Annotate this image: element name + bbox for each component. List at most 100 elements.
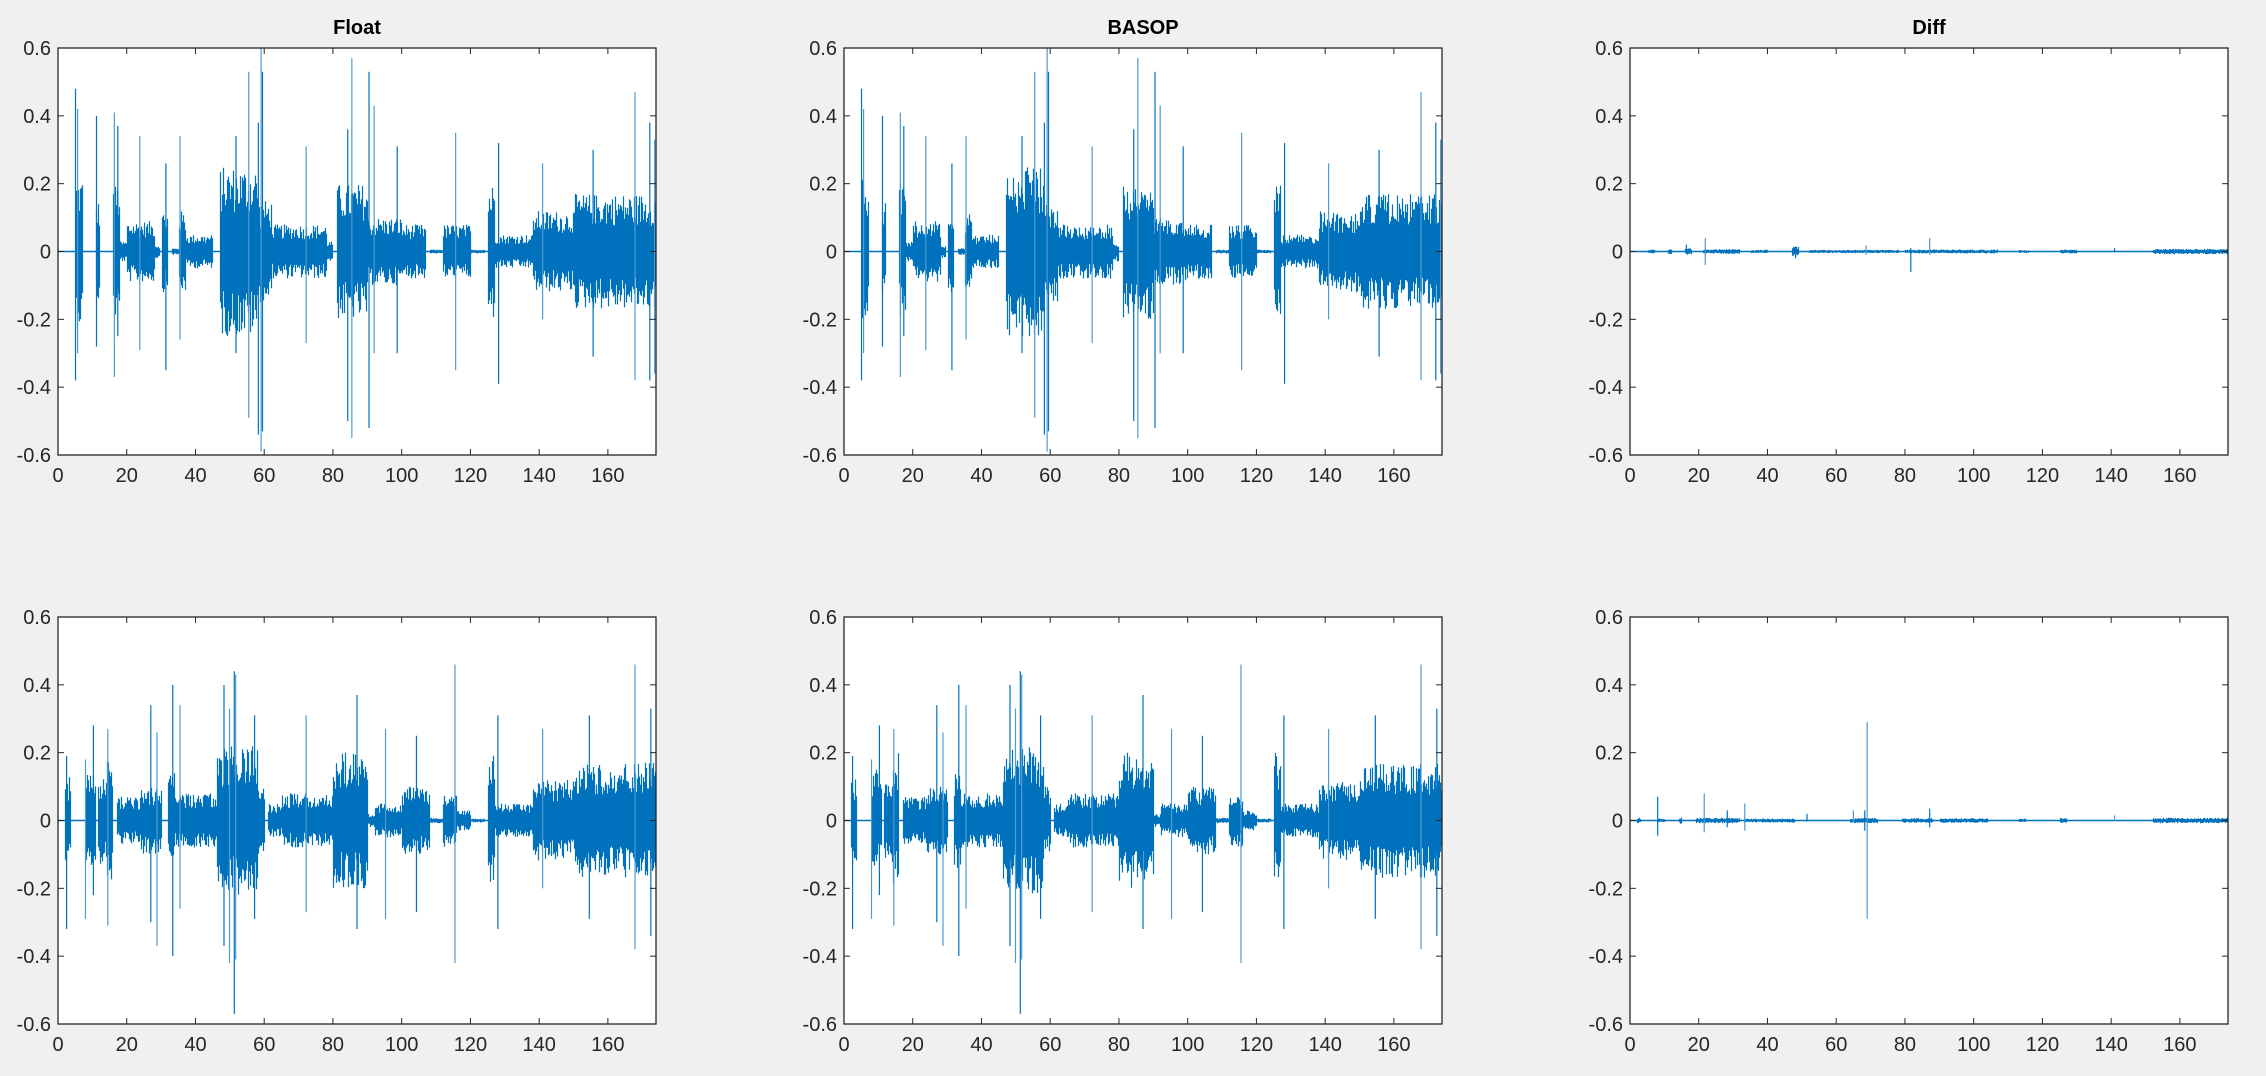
x-tick-label: 20 — [1688, 1034, 1710, 1056]
subplot-5: 0 20 40 60 80 100 120 140 160 0.6 0.4 0.2 0 -0.2 -0.4 -… — [803, 607, 1443, 1056]
x-tick-label: 140 — [2094, 1034, 2127, 1056]
x-tick-label: 80 — [1108, 1034, 1130, 1056]
x-tick-label: 0 — [838, 1034, 849, 1056]
y-tick-label: 0.4 — [23, 675, 51, 697]
x-tick-label: 20 — [116, 1034, 138, 1056]
x-tick-label: 80 — [1894, 465, 1916, 487]
y-tick-label: 0 — [1612, 242, 1623, 264]
x-tick-label: 60 — [1039, 465, 1061, 487]
x-tick-label: 60 — [253, 465, 275, 487]
y-tick-label: 0.6 — [1595, 607, 1623, 629]
y-tick-label: 0.2 — [809, 743, 837, 765]
y-tick-label: -0.6 — [1589, 445, 1623, 467]
x-tick-label: 100 — [1171, 1034, 1204, 1056]
waveform-envelope — [850, 747, 1443, 894]
y-tick-label: 0.4 — [23, 106, 51, 128]
chart-title: BASOP — [1107, 17, 1178, 39]
x-tick-label: 80 — [322, 1034, 344, 1056]
x-tick-label: 60 — [1825, 1034, 1847, 1056]
y-tick-label: 0.4 — [1595, 675, 1623, 697]
y-tick-label: -0.2 — [803, 878, 837, 900]
y-tick-label: -0.4 — [803, 377, 837, 399]
y-tick-label: 0.4 — [1595, 106, 1623, 128]
waveform-envelope — [1647, 246, 2229, 256]
x-tick-label: 120 — [2026, 1034, 2059, 1056]
y-tick-label: 0.2 — [23, 743, 51, 765]
y-tick-label: 0 — [826, 242, 837, 264]
y-tick-label: -0.4 — [1589, 946, 1623, 968]
y-tick-label: 0.2 — [23, 174, 51, 196]
y-tick-label: 0 — [40, 811, 51, 833]
x-tick-label: 120 — [454, 1034, 487, 1056]
y-tick-label: -0.4 — [17, 946, 51, 968]
y-tick-label: 0.6 — [1595, 38, 1623, 60]
y-tick-label: -0.6 — [17, 1014, 51, 1036]
x-tick-label: 120 — [1240, 1034, 1273, 1056]
y-tick-label: 0.6 — [809, 38, 837, 60]
y-tick-label: -0.6 — [1589, 1014, 1623, 1036]
x-tick-label: 40 — [184, 465, 206, 487]
waveform-envelope — [64, 746, 657, 895]
y-tick-label: -0.2 — [1589, 878, 1623, 900]
x-tick-label: 60 — [1825, 465, 1847, 487]
x-tick-label: 20 — [1688, 465, 1710, 487]
x-tick-label: 100 — [385, 465, 418, 487]
waveform-envelope — [1636, 817, 2229, 824]
x-tick-label: 100 — [1957, 465, 1990, 487]
y-tick-label: 0 — [40, 242, 51, 264]
x-tick-label: 100 — [1171, 465, 1204, 487]
chart-title: Diff — [1912, 17, 1946, 39]
x-tick-label: 40 — [970, 1034, 992, 1056]
x-tick-label: 80 — [1894, 1034, 1916, 1056]
y-tick-label: 0.2 — [1595, 743, 1623, 765]
subplot-2: 0 20 40 60 80 100 120 140 160 0.6 0.4 0.2 0 -0.2 -0.4 -… — [803, 17, 1443, 487]
x-tick-label: 120 — [1240, 465, 1273, 487]
y-tick-label: -0.4 — [17, 377, 51, 399]
y-tick-label: -0.2 — [803, 309, 837, 331]
x-tick-label: 160 — [2163, 465, 2196, 487]
y-tick-label: -0.2 — [1589, 309, 1623, 331]
subplot-6: 0 20 40 60 80 100 120 140 160 0.6 0.4 0.2 0 -0.2 -0.4 -… — [1589, 607, 2229, 1056]
y-tick-label: -0.6 — [803, 1014, 837, 1036]
y-tick-label: 0.2 — [1595, 174, 1623, 196]
x-tick-label: 0 — [52, 1034, 63, 1056]
subplot-1: 0 20 40 60 80 100 120 140 160 0.6 0.4 0.2 0 -0.2 -0.4 -… — [17, 17, 657, 487]
x-tick-label: 0 — [52, 465, 63, 487]
x-tick-label: 140 — [522, 1034, 555, 1056]
x-tick-label: 0 — [838, 465, 849, 487]
y-tick-label: -0.6 — [17, 445, 51, 467]
x-tick-label: 120 — [2026, 465, 2059, 487]
x-tick-label: 140 — [2094, 465, 2127, 487]
waveform-envelope — [75, 167, 657, 336]
subplot-3: 0 20 40 60 80 100 120 140 160 0.6 0.4 0.2 0 -0.2 -0.4 -… — [1589, 17, 2229, 487]
y-tick-label: -0.6 — [803, 445, 837, 467]
waveform-envelope — [861, 167, 1443, 337]
y-tick-label: 0 — [826, 811, 837, 833]
y-tick-label: 0.4 — [809, 675, 837, 697]
x-tick-label: 120 — [454, 465, 487, 487]
y-tick-label: 0.4 — [809, 106, 837, 128]
subplot-4: 0 20 40 60 80 100 120 140 160 0.6 0.4 0.2 0 -0.2 -0.4 -… — [17, 607, 657, 1056]
y-tick-label: -0.2 — [17, 309, 51, 331]
x-tick-label: 100 — [1957, 1034, 1990, 1056]
y-tick-label: -0.2 — [17, 878, 51, 900]
x-tick-label: 80 — [322, 465, 344, 487]
x-tick-label: 0 — [1624, 465, 1635, 487]
y-tick-label: 0.6 — [23, 607, 51, 629]
x-tick-label: 20 — [116, 465, 138, 487]
x-tick-label: 100 — [385, 1034, 418, 1056]
x-tick-label: 160 — [591, 1034, 624, 1056]
x-tick-label: 160 — [591, 465, 624, 487]
x-tick-label: 60 — [1039, 1034, 1061, 1056]
x-tick-label: 20 — [902, 465, 924, 487]
x-tick-label: 160 — [1377, 1034, 1410, 1056]
x-tick-label: 0 — [1624, 1034, 1635, 1056]
x-tick-label: 140 — [1308, 1034, 1341, 1056]
x-tick-label: 40 — [970, 465, 992, 487]
y-tick-label: 0 — [1612, 811, 1623, 833]
x-tick-label: 160 — [2163, 1034, 2196, 1056]
y-tick-label: 0.6 — [23, 38, 51, 60]
y-tick-label: 0.6 — [809, 607, 837, 629]
y-tick-label: -0.4 — [803, 946, 837, 968]
x-tick-label: 40 — [1756, 1034, 1778, 1056]
